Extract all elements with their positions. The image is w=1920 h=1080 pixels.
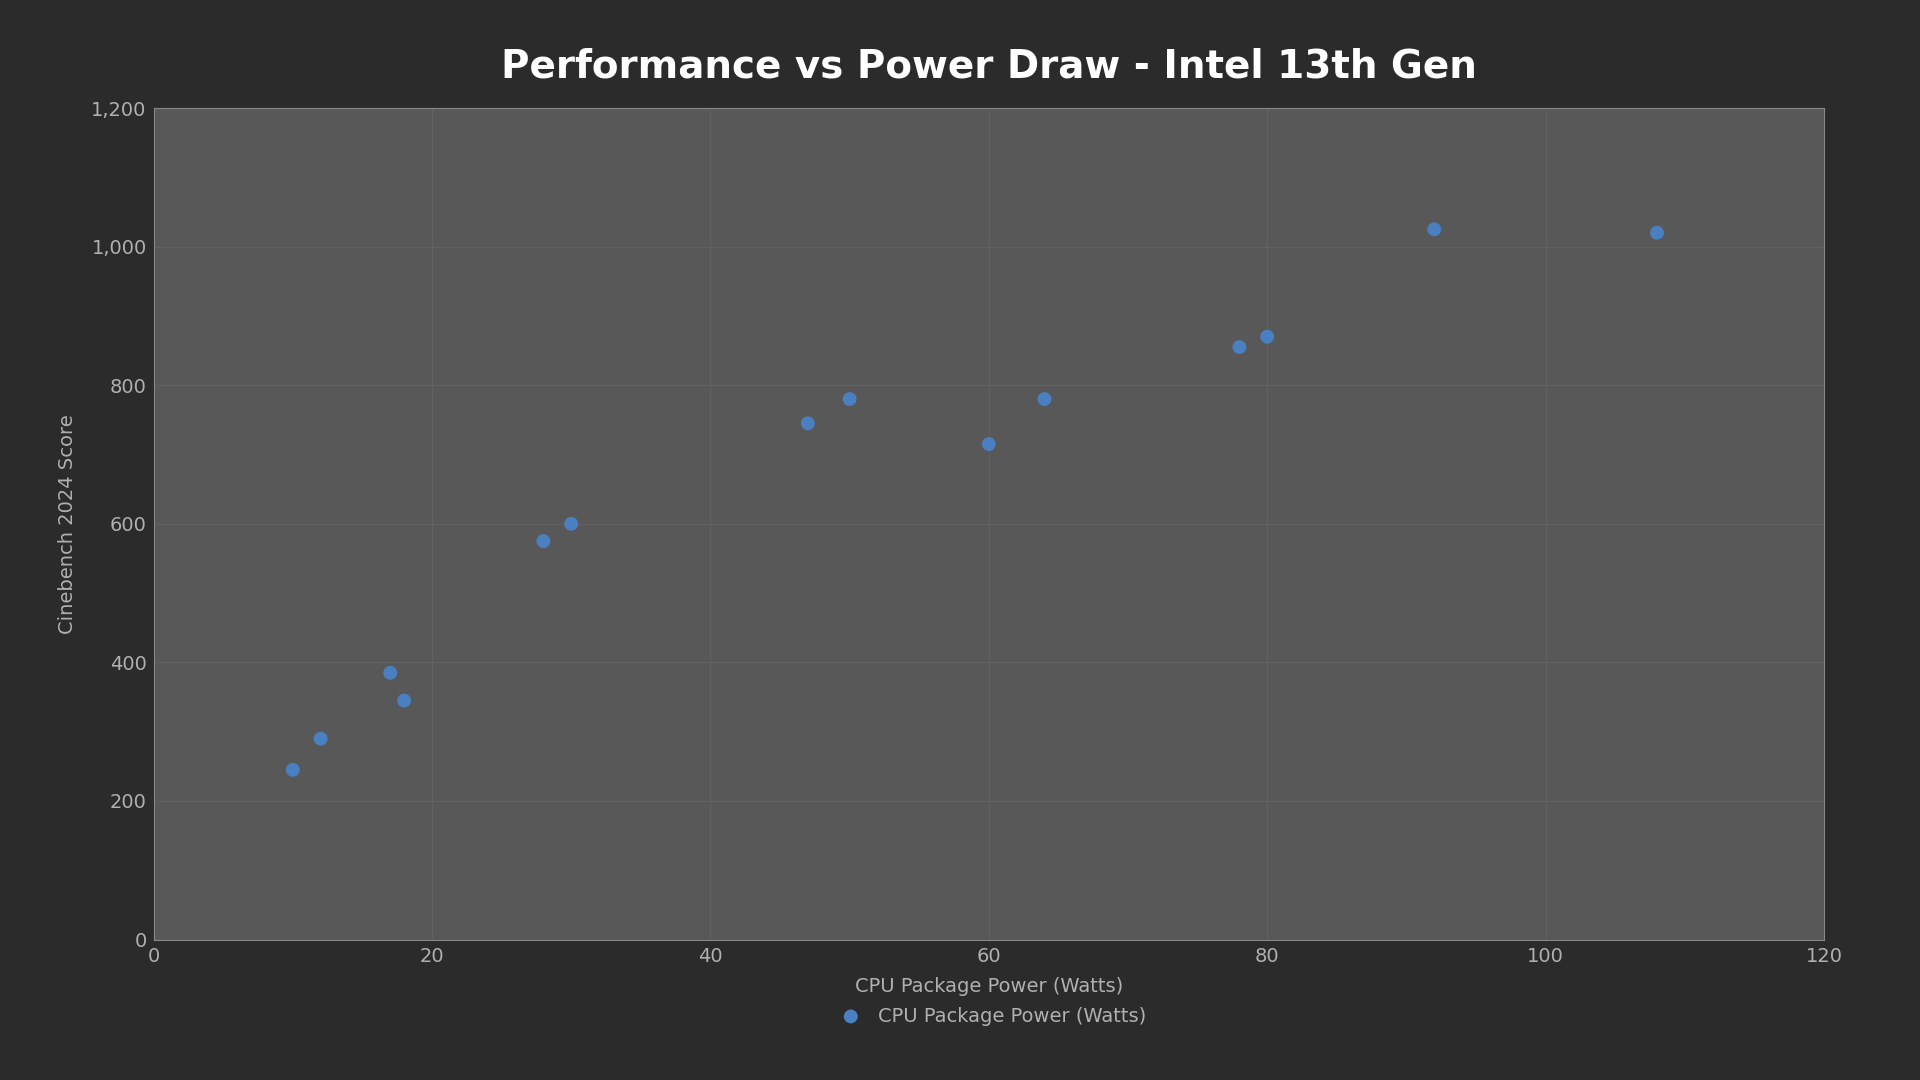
CPU Package Power (Watts) bbox=[528, 532, 559, 550]
CPU Package Power (Watts) bbox=[305, 730, 336, 747]
CPU Package Power (Watts) bbox=[557, 515, 588, 532]
Title: Performance vs Power Draw - Intel 13th Gen: Performance vs Power Draw - Intel 13th G… bbox=[501, 48, 1476, 85]
CPU Package Power (Watts) bbox=[1642, 225, 1672, 242]
CPU Package Power (Watts) bbox=[1225, 338, 1256, 355]
Legend: CPU Package Power (Watts): CPU Package Power (Watts) bbox=[831, 1007, 1146, 1026]
CPU Package Power (Watts) bbox=[1029, 390, 1060, 407]
Y-axis label: Cinebench 2024 Score: Cinebench 2024 Score bbox=[58, 414, 77, 634]
CPU Package Power (Watts) bbox=[1419, 220, 1450, 238]
CPU Package Power (Watts) bbox=[374, 664, 405, 681]
CPU Package Power (Watts) bbox=[793, 415, 824, 432]
CPU Package Power (Watts) bbox=[1252, 328, 1283, 346]
CPU Package Power (Watts) bbox=[276, 761, 307, 779]
X-axis label: CPU Package Power (Watts): CPU Package Power (Watts) bbox=[854, 976, 1123, 996]
CPU Package Power (Watts) bbox=[833, 390, 864, 407]
CPU Package Power (Watts) bbox=[388, 692, 419, 710]
CPU Package Power (Watts) bbox=[973, 435, 1004, 453]
